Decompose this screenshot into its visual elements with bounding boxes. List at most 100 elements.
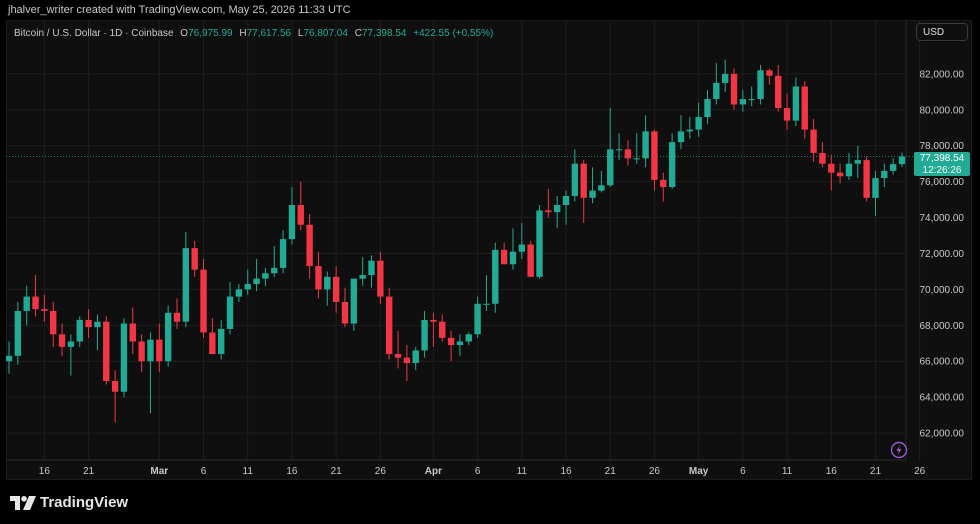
candles	[6, 59, 906, 423]
candle-up	[164, 312, 172, 362]
high-label: H	[239, 28, 247, 39]
candle-down	[819, 152, 826, 164]
price-tick-label: 64,000.00	[920, 393, 965, 404]
candle-up	[695, 117, 702, 130]
candle-down	[580, 163, 587, 198]
candle-up	[562, 196, 570, 206]
candle-down	[545, 210, 552, 213]
time-tick-label: 11	[243, 466, 254, 477]
candle-down	[836, 172, 844, 177]
candle-down	[200, 269, 207, 333]
candle-up	[686, 129, 693, 132]
time-tick-label: 16	[286, 466, 298, 477]
price-tick-label: 78,000.00	[920, 141, 965, 152]
candle-down	[111, 380, 119, 392]
candle-up	[633, 158, 640, 160]
header-bar: jhalver_writer created with TradingView.…	[0, 0, 980, 20]
low-value: 76,807.04	[303, 28, 348, 39]
candle-up	[235, 289, 243, 297]
candle-down	[50, 310, 57, 335]
brand-name: TradingView	[40, 494, 129, 511]
candle-down	[624, 149, 632, 159]
candle-down	[306, 224, 313, 267]
symbol-title: Bitcoin / U.S. Dollar · 1D · Coinbase	[14, 28, 174, 39]
candle-down	[801, 86, 808, 130]
candle-up	[854, 160, 861, 164]
time-tick-label: 21	[83, 466, 95, 477]
candle-up	[147, 339, 154, 362]
candle-up	[262, 273, 269, 279]
attribution-text: jhalver_writer created with TradingView.…	[8, 4, 351, 16]
candle-up	[845, 163, 853, 177]
candle-up	[182, 248, 190, 322]
candle-up	[739, 99, 747, 105]
candle-up	[792, 86, 800, 121]
price-axis: 62,000.00 64,000.00 66,000.00 68,000.00 70,0…	[920, 69, 965, 439]
candle-down	[651, 131, 658, 180]
candle-up	[713, 82, 720, 100]
last-price-value: 77,398.54	[919, 153, 965, 164]
candle-down	[810, 129, 817, 153]
candle-down	[527, 244, 534, 277]
candle-up	[881, 170, 888, 179]
candle-up	[898, 156, 906, 165]
candle-up	[509, 251, 517, 265]
candle-up	[465, 334, 472, 342]
time-tick-label: 16	[826, 466, 838, 477]
time-tick-label: 26	[375, 466, 387, 477]
time-tick-label: 6	[201, 466, 207, 477]
time-axis: 16 21 Mar 6 11 16 21 26 Apr 6 11 16 21 26 May 6 11 16 21 26	[39, 466, 926, 477]
candle-up	[492, 249, 499, 304]
candle-up	[677, 131, 685, 143]
candle-down	[191, 248, 198, 270]
candle-up	[757, 70, 764, 100]
time-tick-label: 6	[475, 466, 481, 477]
time-tick-label: 21	[605, 466, 617, 477]
candle-up	[518, 244, 525, 252]
last-price-badge: 77,398.54 12:26:26	[914, 152, 970, 176]
currency-button[interactable]: USD	[916, 23, 968, 41]
candle-down	[828, 163, 835, 173]
candle-up	[253, 278, 260, 285]
change-value: +422.55 (+0.55%)	[413, 28, 494, 39]
candle-down	[386, 296, 393, 355]
candle-up	[872, 178, 879, 198]
candle-down	[332, 276, 340, 302]
candle-down	[430, 319, 437, 322]
symbol-legend: Bitcoin / U.S. Dollar · 1D · Coinbase O 7…	[14, 28, 493, 39]
candle-down	[129, 323, 136, 342]
candle-up	[94, 321, 101, 328]
time-tick-label: Apr	[425, 466, 442, 477]
candlestick-chart[interactable]: 62,000.00 64,000.00 66,000.00 68,000.00 70,0…	[6, 20, 972, 480]
candle-up	[642, 131, 649, 159]
candle-up	[571, 163, 579, 197]
time-tick-label: 21	[331, 466, 343, 477]
price-tick-label: 68,000.00	[920, 321, 965, 332]
price-tick-label: 74,000.00	[920, 213, 965, 224]
candle-down	[41, 309, 48, 311]
candle-down	[660, 179, 667, 188]
tradingview-logo[interactable]: TradingView	[10, 494, 128, 511]
candle-down	[766, 70, 773, 76]
candle-up	[474, 303, 481, 335]
candle-up	[288, 205, 296, 240]
candle-up	[218, 328, 225, 355]
lightning-icon[interactable]	[890, 441, 908, 459]
candle-up	[668, 142, 676, 188]
time-tick-label: 16	[39, 466, 51, 477]
candle-up	[279, 239, 287, 268]
candle-up	[412, 350, 419, 364]
candle-down	[500, 249, 508, 265]
open-label: O	[180, 28, 189, 39]
time-tick-label: 26	[914, 466, 926, 477]
candle-down	[439, 321, 446, 338]
low-label: L	[297, 28, 304, 39]
candle-up	[226, 296, 234, 329]
chart-panel[interactable]	[6, 20, 972, 480]
candle-up	[536, 210, 543, 277]
candle-up	[324, 276, 331, 290]
time-tick-label: 6	[740, 466, 746, 477]
candle-down	[156, 339, 163, 362]
candle-down	[32, 296, 39, 310]
candle-up	[889, 164, 897, 171]
